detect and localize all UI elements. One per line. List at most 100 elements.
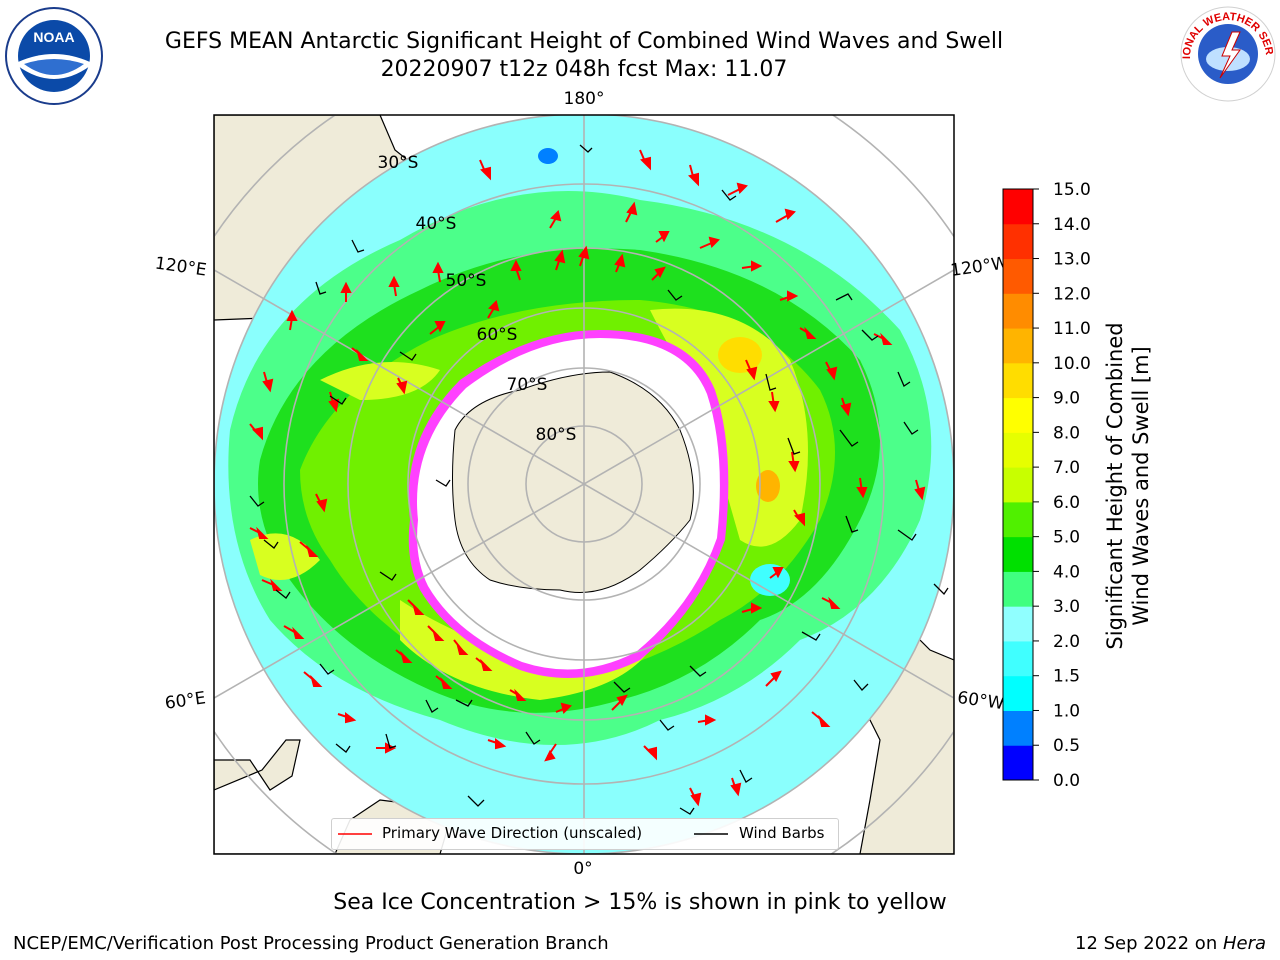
wind-barb bbox=[435, 479, 451, 487]
footer-credit: NCEP/EMC/Verification Post Processing Pr… bbox=[13, 933, 609, 954]
wave-arrow bbox=[643, 745, 657, 761]
wind-barb bbox=[613, 681, 631, 693]
wind-barb bbox=[315, 281, 327, 295]
legend-wave-direction: Primary Wave Direction (unscaled) bbox=[382, 824, 643, 842]
colorbar-tick-label: 6.0 bbox=[1053, 493, 1080, 513]
colorbar-segment bbox=[1003, 675, 1033, 711]
meridian-label-60e: 60°E bbox=[164, 688, 207, 713]
colorbar-tick-label: 2.0 bbox=[1053, 632, 1080, 652]
meridian-label-180: 180° bbox=[564, 89, 605, 109]
colorbar-tick-label: 8.0 bbox=[1053, 423, 1080, 443]
wave-arrow bbox=[286, 309, 298, 331]
wave-arrow bbox=[303, 671, 323, 687]
wind-barb bbox=[525, 731, 541, 745]
wave-arrow bbox=[262, 371, 274, 393]
footer-host: Hera bbox=[1222, 933, 1266, 954]
wave-arrow bbox=[697, 714, 717, 726]
wind-barb bbox=[903, 421, 919, 435]
colorbar-segment bbox=[1003, 432, 1033, 468]
meridian-label-120e: 120°E bbox=[154, 254, 208, 281]
wave-arrow bbox=[625, 201, 638, 223]
wave-arrow bbox=[283, 625, 305, 639]
wave-arrow bbox=[299, 541, 319, 557]
madagascar bbox=[214, 739, 301, 791]
title-line-1: GEFS MEAN Antarctic Significant Height o… bbox=[164, 29, 1004, 54]
colorbar-tick-label: 1.5 bbox=[1053, 667, 1080, 687]
wave-arrow bbox=[741, 260, 763, 272]
lat-label-70s: 70°S bbox=[507, 375, 548, 395]
wave-arrow bbox=[475, 657, 493, 671]
wave-arrow bbox=[745, 359, 758, 381]
colorbar-segment bbox=[1003, 606, 1033, 642]
wave-arrow bbox=[769, 567, 784, 579]
colorbar-segment bbox=[1003, 710, 1033, 746]
wave-arrow bbox=[614, 253, 626, 273]
meridian-label-60w: 60°W bbox=[956, 688, 1005, 714]
colorbar-tick-label: 14.0 bbox=[1053, 215, 1091, 235]
wave-arrow bbox=[429, 321, 446, 335]
wave-arrow bbox=[554, 249, 566, 271]
wave-arrow bbox=[655, 231, 670, 243]
colorbar-segment bbox=[1003, 362, 1033, 399]
wind-barb bbox=[897, 529, 917, 541]
chart-title: GEFS MEAN Antarctic Significant Height o… bbox=[0, 28, 1168, 84]
wave-arrow bbox=[427, 625, 445, 641]
colorbar-tick-label: 0.0 bbox=[1053, 771, 1080, 791]
wave-arrow bbox=[328, 391, 340, 413]
wave-arrow bbox=[549, 210, 562, 229]
wind-barb bbox=[801, 631, 821, 641]
wave-arrow bbox=[639, 149, 651, 171]
wave-arrow bbox=[555, 702, 572, 714]
wave-arrow bbox=[699, 236, 720, 249]
wind-barb bbox=[425, 699, 439, 713]
wave-arrow bbox=[510, 259, 522, 281]
wind-barb bbox=[853, 679, 869, 691]
colorbar-label-line-2: Wind Waves and Swell [m] bbox=[1129, 346, 1153, 626]
wind-barb bbox=[721, 189, 737, 201]
wind-barb bbox=[329, 395, 347, 405]
colorbar-label: Significant Height of Combined Wind Wave… bbox=[1102, 322, 1154, 649]
wave-arrow bbox=[315, 493, 328, 513]
wave-arrow bbox=[821, 596, 841, 609]
colorbar-segment bbox=[1003, 467, 1033, 503]
wind-barb bbox=[249, 495, 265, 507]
wave-arrow bbox=[611, 694, 628, 711]
colorbar-tick-label: 12.0 bbox=[1053, 284, 1091, 304]
colorbar-segment bbox=[1003, 328, 1033, 364]
wave-arrow bbox=[730, 777, 742, 797]
wind-barb bbox=[335, 743, 351, 753]
map-legend: Primary Wave Direction (unscaled) Wind B… bbox=[331, 818, 839, 850]
wave-arrow bbox=[249, 423, 263, 441]
wave-arrow bbox=[435, 675, 453, 689]
wave-direction-arrows bbox=[249, 149, 926, 807]
wave-arrow bbox=[811, 711, 831, 727]
colorbar-segment bbox=[1003, 536, 1033, 572]
colorbar-segment bbox=[1003, 258, 1033, 294]
wind-barbs-legend-swatch bbox=[694, 833, 728, 835]
colorbar-segment bbox=[1003, 640, 1033, 677]
nws-logo: NATIONAL WEATHER SERVICE bbox=[1178, 4, 1276, 102]
colorbar-tick-label: 13.0 bbox=[1053, 250, 1091, 270]
wave-arrow bbox=[337, 712, 357, 724]
wind-barb bbox=[787, 437, 801, 455]
colorbar-label-line-1: Significant Height of Combined bbox=[1103, 322, 1127, 650]
wave-arrow bbox=[873, 332, 893, 345]
title-line-2: 20220907 t12z 048h fcst Max: 11.07 bbox=[380, 57, 788, 82]
wind-barb bbox=[659, 719, 675, 731]
colorbar-segment bbox=[1003, 293, 1033, 329]
wind-barb bbox=[839, 429, 859, 447]
noaa-logo: NOAA bbox=[5, 7, 103, 105]
wave-direction-legend-swatch bbox=[338, 833, 372, 835]
wave-arrow bbox=[799, 326, 817, 339]
noaa-logo-text: NOAA bbox=[33, 29, 74, 45]
colorbar-tick-label: 3.0 bbox=[1053, 597, 1080, 617]
wind-barb bbox=[765, 373, 777, 391]
colorbar-segment bbox=[1003, 397, 1033, 433]
wave-arrow bbox=[788, 451, 800, 473]
wave-arrow bbox=[689, 787, 702, 807]
wave-arrow bbox=[768, 391, 780, 413]
colorbar-tick-label: 1.0 bbox=[1053, 701, 1080, 721]
wind-barb bbox=[845, 515, 859, 533]
colorbar-tick-label: 5.0 bbox=[1053, 528, 1080, 548]
